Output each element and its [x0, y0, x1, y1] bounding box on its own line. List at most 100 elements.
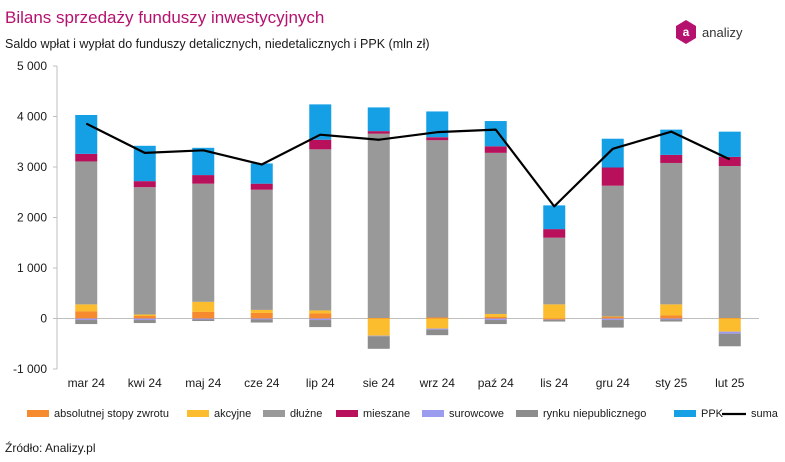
bar-segment — [484, 152, 507, 314]
bar-segment — [250, 189, 273, 310]
legend-swatch — [674, 410, 696, 417]
bar-segment — [133, 318, 156, 321]
bar-segment — [309, 313, 332, 319]
bar-segment — [250, 312, 273, 319]
bar-segment — [543, 237, 566, 305]
chart-line — [85, 122, 731, 208]
y-tick-label: 2 000 — [17, 211, 47, 225]
bar-segment — [250, 309, 273, 313]
bar-segment — [192, 311, 215, 319]
bar-segment — [426, 329, 449, 336]
legend-label: PPK — [701, 408, 724, 420]
bar-segment — [367, 318, 390, 336]
bar-segment — [601, 138, 624, 168]
legend-swatch — [422, 410, 444, 417]
bar-segment — [484, 320, 507, 325]
bar-segment — [75, 311, 98, 319]
bar-segment — [718, 333, 741, 347]
bar-segment — [426, 140, 449, 318]
chart-axes: -1 000 0 1 000 2 000 3 000 4 000 5 000 mar 24 kw… — [13, 59, 759, 390]
bar-segment — [133, 145, 156, 182]
bar-segment — [309, 139, 332, 150]
chart-title: Bilans sprzedaży funduszy inwestycyjnych — [5, 8, 325, 27]
x-tick-label: sie 24 — [363, 376, 395, 390]
bar-segment — [718, 318, 741, 332]
legend-swatch — [27, 410, 49, 417]
bar-segment — [660, 304, 683, 316]
analizy-logo: a analizy — [675, 19, 742, 45]
bar-segment — [250, 163, 273, 184]
bar-segment — [309, 320, 332, 328]
x-tick-label: lip 24 — [306, 376, 335, 390]
bar-segment — [133, 187, 156, 315]
bar-segment — [718, 317, 741, 319]
chart-subtitle: Saldo wpłat i wypłat do funduszy detalic… — [5, 37, 430, 51]
bar-segment — [426, 318, 449, 329]
y-tick-label: 4 000 — [17, 110, 47, 124]
bar-segment — [192, 147, 215, 176]
bar-segment — [660, 154, 683, 163]
bar-segment — [367, 335, 390, 337]
bar-segment — [543, 319, 566, 321]
chart-legend: absolutnej stopy zwrotu akcyjne dłużne mies… — [27, 408, 779, 420]
bar-segment — [426, 137, 449, 141]
bar-segment — [367, 107, 390, 132]
chart-bars — [75, 104, 741, 349]
bar-segment — [75, 304, 98, 312]
bar-segment — [133, 181, 156, 188]
bar-segment — [484, 318, 507, 321]
x-tick-label: gru 24 — [596, 376, 630, 390]
bar-segment — [601, 320, 624, 328]
bar-segment — [367, 336, 390, 349]
bar-segment — [133, 314, 156, 316]
bar-segment — [718, 331, 741, 334]
y-tick-label: 1 000 — [17, 261, 47, 275]
legend-swatch — [263, 410, 285, 417]
bar-segment — [601, 185, 624, 317]
x-tick-label: paź 24 — [478, 376, 514, 390]
bar-segment — [426, 317, 449, 319]
y-tick-label: -1 000 — [13, 362, 47, 376]
legend-label: dłużne — [290, 408, 322, 420]
bar-segment — [601, 167, 624, 186]
bar-segment — [543, 320, 566, 322]
y-tick-label: 5 000 — [17, 59, 47, 73]
bar-segment — [309, 104, 332, 140]
x-tick-label: mar 24 — [68, 376, 106, 390]
bar-segment — [660, 129, 683, 155]
bar-segment — [601, 316, 624, 319]
legend-label: surowcowe — [449, 408, 504, 420]
bar-segment — [426, 328, 449, 330]
legend-swatch — [187, 410, 209, 417]
bar-segment — [718, 165, 741, 318]
x-tick-label: maj 24 — [185, 376, 221, 390]
suma-line — [85, 122, 731, 208]
bar-segment — [543, 205, 566, 230]
bar-segment — [309, 310, 332, 314]
logo-mark-letter: a — [683, 25, 690, 39]
bar-segment — [543, 318, 566, 320]
y-tick-label: 3 000 — [17, 160, 47, 174]
logo-text: analizy — [702, 24, 743, 40]
bar-segment — [426, 111, 449, 138]
bar-segment — [660, 162, 683, 305]
legend-label: absolutnej stopy zwrotu — [54, 408, 169, 420]
bar-segment — [75, 161, 98, 305]
bar-segment — [75, 320, 98, 325]
bar-segment — [250, 318, 273, 320]
legend-label: akcyjne — [214, 408, 251, 420]
bar-segment — [309, 149, 332, 311]
bar-segment — [601, 318, 624, 321]
x-tick-label: cze 24 — [244, 376, 280, 390]
bar-segment — [367, 133, 390, 318]
bar-segment — [484, 313, 507, 317]
legend-label: rynku niepublicznego — [543, 408, 646, 420]
x-tick-label: sty 25 — [655, 376, 687, 390]
source-note: Źródło: Analizy.pl — [5, 441, 96, 455]
x-tick-label: wrz 24 — [419, 376, 456, 390]
bar-segment — [601, 316, 624, 317]
bar-segment — [250, 319, 273, 323]
legend-label: mieszane — [363, 408, 410, 420]
bar-segment — [484, 121, 507, 147]
